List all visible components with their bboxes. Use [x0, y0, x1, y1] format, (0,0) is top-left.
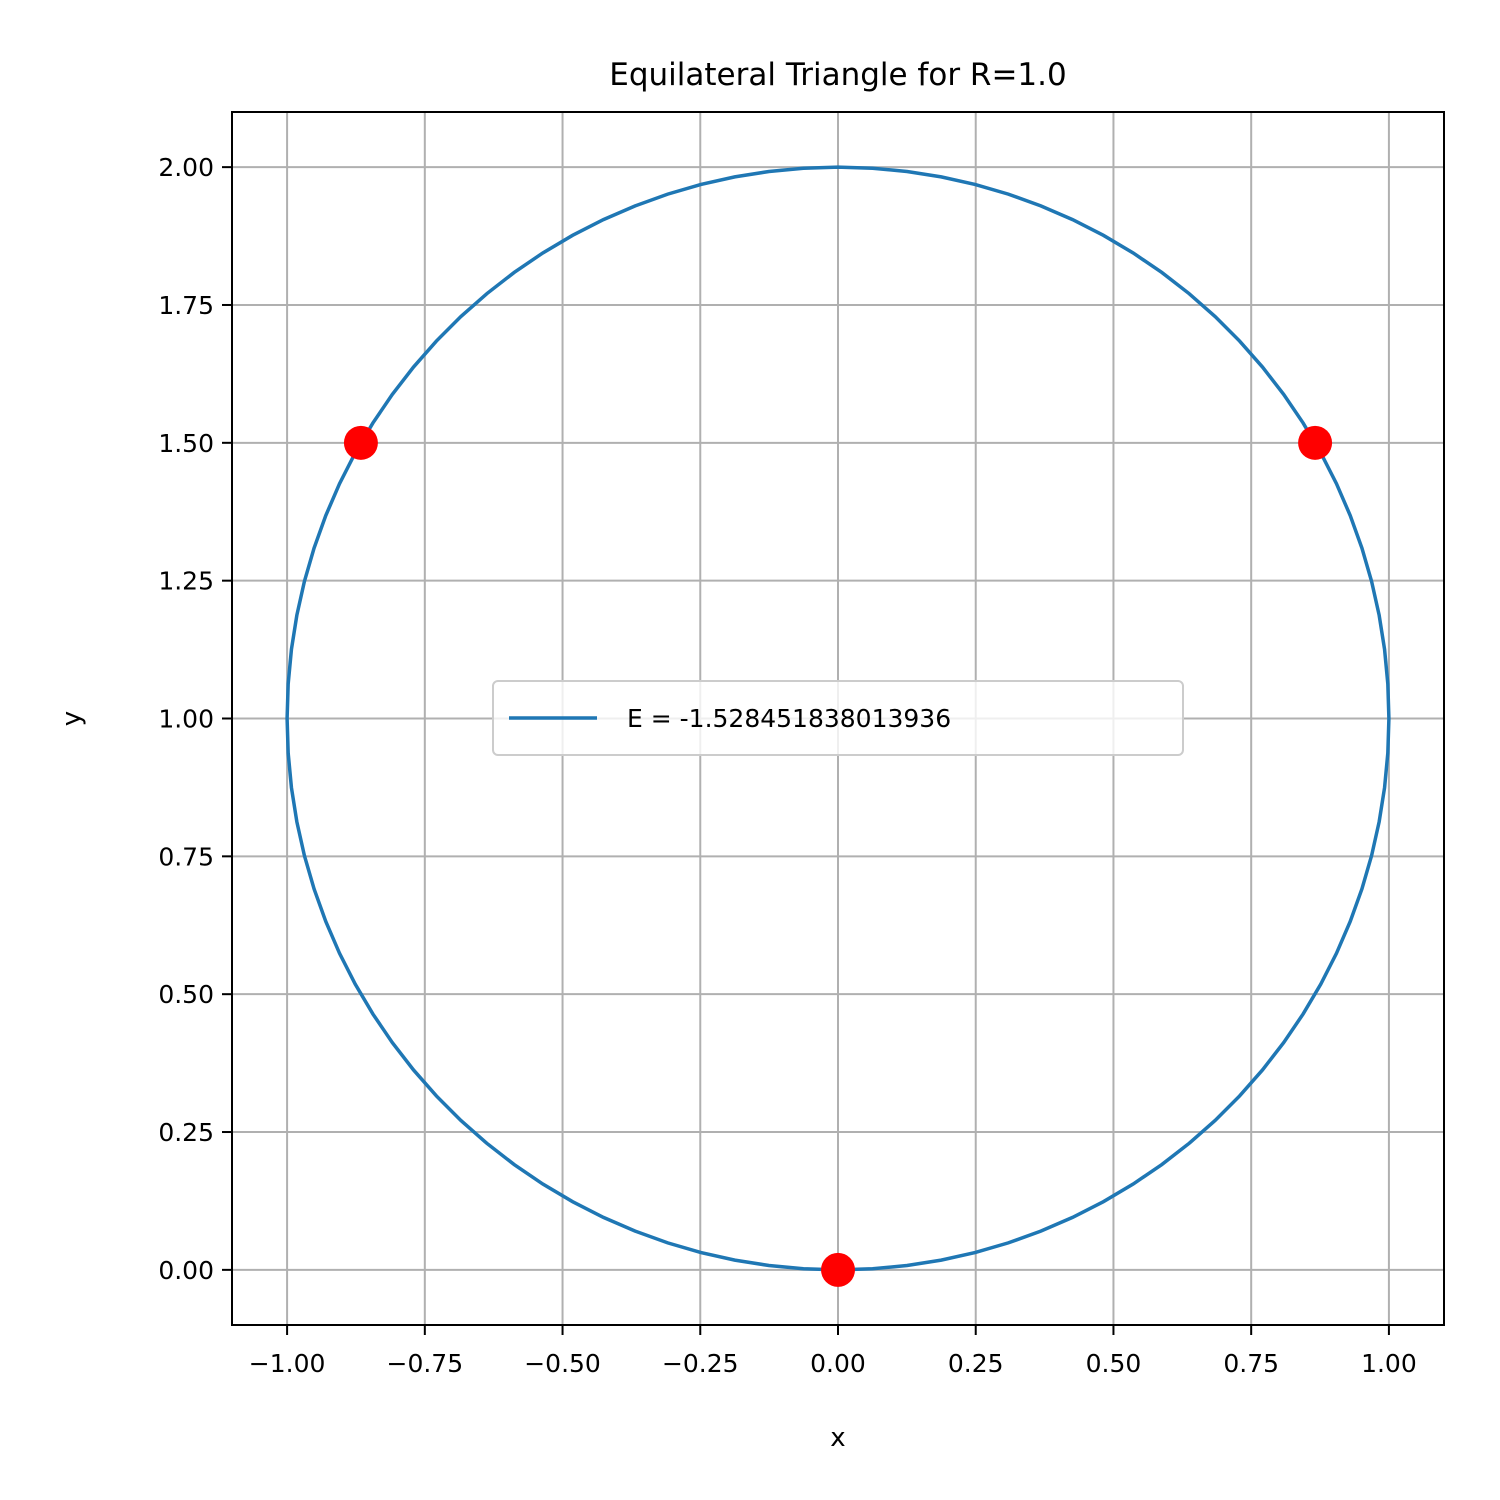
- y-tick-label: 0.75: [158, 842, 214, 871]
- x-tick-label: 0.75: [1223, 1349, 1279, 1378]
- y-tick-label: 1.00: [158, 705, 214, 734]
- x-tick-label: 0.25: [948, 1349, 1004, 1378]
- data-point: [1298, 425, 1333, 460]
- series-line-circle: [285, 165, 1391, 1272]
- y-tick-label: 1.50: [158, 429, 214, 458]
- data-point: [343, 425, 378, 460]
- x-tick-label: 1.00: [1361, 1349, 1417, 1378]
- y-tick-label: 1.75: [158, 291, 214, 320]
- axis-ticks: −1.00 −0.75 −0.50 −0.25 0.00 0.25 0.50 0.75 1.00…: [158, 153, 1416, 1378]
- y-tick-label: 0.50: [158, 980, 214, 1009]
- y-tick-label: 0.25: [158, 1118, 214, 1147]
- x-tick-label: −1.00: [249, 1349, 326, 1378]
- x-tick-label: −0.75: [387, 1349, 464, 1378]
- legend-box: [492, 680, 1184, 756]
- x-tick-label: 0.50: [1086, 1349, 1142, 1378]
- legend: E = -1.528451838013936: [492, 680, 1184, 756]
- data-point: [821, 1252, 855, 1287]
- plot-series: [285, 165, 1391, 1287]
- x-tick-label: 0.00: [810, 1349, 866, 1378]
- legend-label: E = -1.528451838013936: [627, 704, 951, 733]
- y-tick-label: 1.25: [158, 567, 214, 596]
- x-tick-label: −0.25: [662, 1349, 739, 1378]
- chart-title: Equilateral Triangle for R=1.0: [609, 57, 1066, 93]
- y-axis-label: y: [57, 711, 87, 726]
- y-tick-label: 0.00: [158, 1256, 214, 1285]
- x-tick-label: −0.50: [524, 1349, 601, 1378]
- y-tick-label: 2.00: [158, 153, 214, 182]
- x-axis-label: x: [830, 1423, 845, 1453]
